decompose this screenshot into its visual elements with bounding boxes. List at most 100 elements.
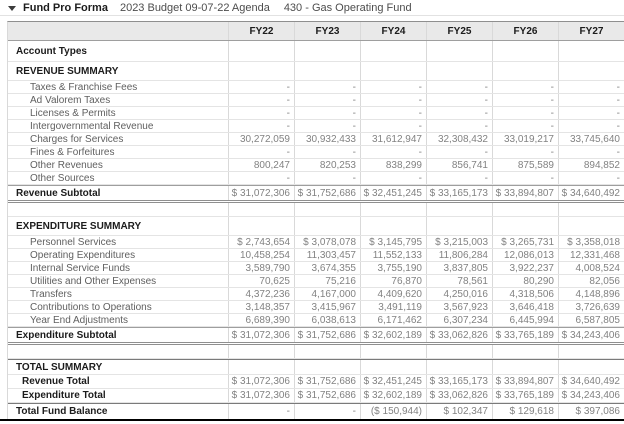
row-label-expenditure-total: Expenditure Total	[22, 390, 106, 401]
cell-revenue-total-fy26: $ 33,894,807	[492, 375, 558, 388]
cell-internal-service-funds-fy23: 3,674,355	[294, 262, 360, 274]
cell-personnel-services-fy24: $ 3,145,795	[360, 236, 426, 248]
cell-fines-forfeitures-fy24: -	[360, 146, 426, 158]
cell-revenue-subtotal-fy25: $ 33,165,173	[426, 186, 492, 200]
row-label-personnel-services: Personnel Services	[30, 236, 117, 248]
cell-intergovernmental-revenue-fy24: -	[360, 120, 426, 132]
row-other-sources: Other Sources - - - - - -	[8, 172, 624, 185]
row-contributions-to-operations: Contributions to Operations 3,148,357 3,41…	[8, 301, 624, 314]
cell-expenditure-total-fy23: $ 31,752,686	[294, 389, 360, 402]
cell-transfers-fy23: 4,167,000	[294, 288, 360, 300]
cell-personnel-services-fy25: $ 3,215,003	[426, 236, 492, 248]
cell-utilities-and-other-expenses-fy22: 70,625	[228, 275, 294, 287]
cell-expenditure-total-fy22: $ 31,072,306	[228, 389, 294, 402]
row-label-total-fund-balance: Total Fund Balance	[16, 406, 108, 417]
row-internal-service-funds: Internal Service Funds 3,589,790 3,674,355…	[8, 262, 624, 275]
cell-charges-for-services-fy22: 30,272,059	[228, 133, 294, 145]
cell-expenditure-subtotal-fy23: $ 31,752,686	[294, 328, 360, 342]
cell-blank-fy24	[360, 203, 426, 216]
cell-contributions-to-operations-fy24: 3,491,119	[360, 301, 426, 313]
column-header-fy27: FY27	[558, 22, 624, 40]
cell-year-end-adjustments-fy25: 6,307,234	[426, 314, 492, 326]
cell-revenue-subtotal-fy23: $ 31,752,686	[294, 186, 360, 200]
report-title: Fund Pro Forma	[23, 1, 108, 14]
cell-blank-fy22	[228, 203, 294, 216]
cell-blank-fy25	[426, 345, 492, 358]
cell-fines-forfeitures-fy27: -	[558, 146, 624, 158]
cell-fines-forfeitures-fy22: -	[228, 146, 294, 158]
cell-internal-service-funds-fy27: 4,008,524	[558, 262, 624, 274]
row-label-total-summary: TOTAL SUMMARY	[16, 361, 103, 373]
cell-taxes-franchise-fees-fy24: -	[360, 81, 426, 93]
cell-expenditure-subtotal-fy24: $ 32,602,189	[360, 328, 426, 342]
row-ad-valorem-taxes: Ad Valorem Taxes - - - - - -	[8, 94, 624, 107]
row-label-account-types: Account Types	[16, 45, 87, 57]
cell-revenue-subtotal-fy24: $ 32,451,245	[360, 186, 426, 200]
cell-utilities-and-other-expenses-fy25: 78,561	[426, 275, 492, 287]
cell-revenue-summary-fy23	[294, 62, 360, 80]
row-label-expenditure-subtotal: Expenditure Subtotal	[16, 329, 117, 341]
cell-charges-for-services-fy26: 33,019,217	[492, 133, 558, 145]
cell-year-end-adjustments-fy24: 6,171,462	[360, 314, 426, 326]
cell-other-revenues-fy26: 875,589	[492, 159, 558, 171]
cell-internal-service-funds-fy24: 3,755,190	[360, 262, 426, 274]
cell-expenditure-summary-fy22	[228, 217, 294, 235]
row-intergovernmental-revenue: Intergovernmental Revenue - - - - - -	[8, 120, 624, 133]
cell-total-fund-balance-fy24: ($ 150,944)	[360, 404, 426, 419]
cell-other-sources-fy27: -	[558, 172, 624, 184]
cell-other-revenues-fy25: 856,741	[426, 159, 492, 171]
budget-version-label: 2023 Budget 09-07-22 Agenda	[119, 1, 270, 14]
cell-fines-forfeitures-fy23: -	[294, 146, 360, 158]
row-label-fines-forfeitures: Fines & Forfeitures	[30, 146, 115, 158]
cell-utilities-and-other-expenses-fy26: 80,290	[492, 275, 558, 287]
row-label-revenue-summary: REVENUE SUMMARY	[16, 65, 119, 77]
row-licenses-permits: Licenses & Permits - - - - - -	[8, 107, 624, 120]
cell-licenses-permits-fy27: -	[558, 107, 624, 119]
cell-ad-valorem-taxes-fy23: -	[294, 94, 360, 106]
cell-expenditure-subtotal-fy22: $ 31,072,306	[228, 328, 294, 342]
cell-contributions-to-operations-fy27: 3,726,639	[558, 301, 624, 313]
collapse-triangle-icon[interactable]	[8, 5, 16, 11]
cell-blank-fy23	[294, 203, 360, 216]
row-total-fund-balance: Total Fund Balance - - ($ 150,944) $ 102,347…	[8, 403, 624, 419]
cell-total-fund-balance-fy25: $ 102,347	[426, 404, 492, 419]
cell-total-fund-balance-fy23: -	[294, 404, 360, 419]
row-account-types: Account Types	[8, 41, 624, 62]
cell-intergovernmental-revenue-fy27: -	[558, 120, 624, 132]
cell-expenditure-summary-fy25	[426, 217, 492, 235]
cell-ad-valorem-taxes-fy24: -	[360, 94, 426, 106]
cell-utilities-and-other-expenses-fy23: 75,216	[294, 275, 360, 287]
row-label-taxes-franchise-fees: Taxes & Franchise Fees	[30, 81, 138, 93]
column-header-row: FY22 FY23 FY24 FY25 FY26 FY27	[8, 22, 624, 41]
row-transfers: Transfers 4,372,236 4,167,000 4,409,620 4,25…	[8, 288, 624, 301]
cell-year-end-adjustments-fy27: 6,587,805	[558, 314, 624, 326]
cell-revenue-summary-fy22	[228, 62, 294, 80]
cell-charges-for-services-fy25: 32,308,432	[426, 133, 492, 145]
row-label-blank	[8, 203, 228, 216]
cell-operating-expenditures-fy22: 10,458,254	[228, 249, 294, 261]
row-operating-expenditures: Operating Expenditures 10,458,254 11,303,4…	[8, 249, 624, 262]
cell-expenditure-summary-fy27	[558, 217, 624, 235]
column-header-fy24: FY24	[360, 22, 426, 40]
cell-revenue-summary-fy25	[426, 62, 492, 80]
cell-total-summary-fy27	[558, 360, 624, 374]
cell-transfers-fy27: 4,148,896	[558, 288, 624, 300]
cell-expenditure-summary-fy26	[492, 217, 558, 235]
cell-ad-valorem-taxes-fy26: -	[492, 94, 558, 106]
row-label-transfers: Transfers	[30, 288, 72, 300]
cell-revenue-subtotal-fy26: $ 33,894,807	[492, 186, 558, 200]
cell-transfers-fy26: 4,318,506	[492, 288, 558, 300]
cell-year-end-adjustments-fy23: 6,038,613	[294, 314, 360, 326]
cell-account-types-fy24	[360, 41, 426, 61]
cell-total-summary-fy26	[492, 360, 558, 374]
row-expenditure-subtotal: Expenditure Subtotal $ 31,072,306 $ 31,752…	[8, 327, 624, 345]
cell-transfers-fy25: 4,250,016	[426, 288, 492, 300]
cell-utilities-and-other-expenses-fy27: 82,056	[558, 275, 624, 287]
cell-expenditure-subtotal-fy25: $ 33,062,826	[426, 328, 492, 342]
fund-pro-forma-table: FY22 FY23 FY24 FY25 FY26 FY27 Account Types REV…	[7, 21, 624, 419]
row-label-charges-for-services: Charges for Services	[30, 133, 124, 145]
cell-licenses-permits-fy22: -	[228, 107, 294, 119]
cell-total-summary-fy24	[360, 360, 426, 374]
cell-other-revenues-fy27: 894,852	[558, 159, 624, 171]
row-label-internal-service-funds: Internal Service Funds	[30, 262, 131, 274]
